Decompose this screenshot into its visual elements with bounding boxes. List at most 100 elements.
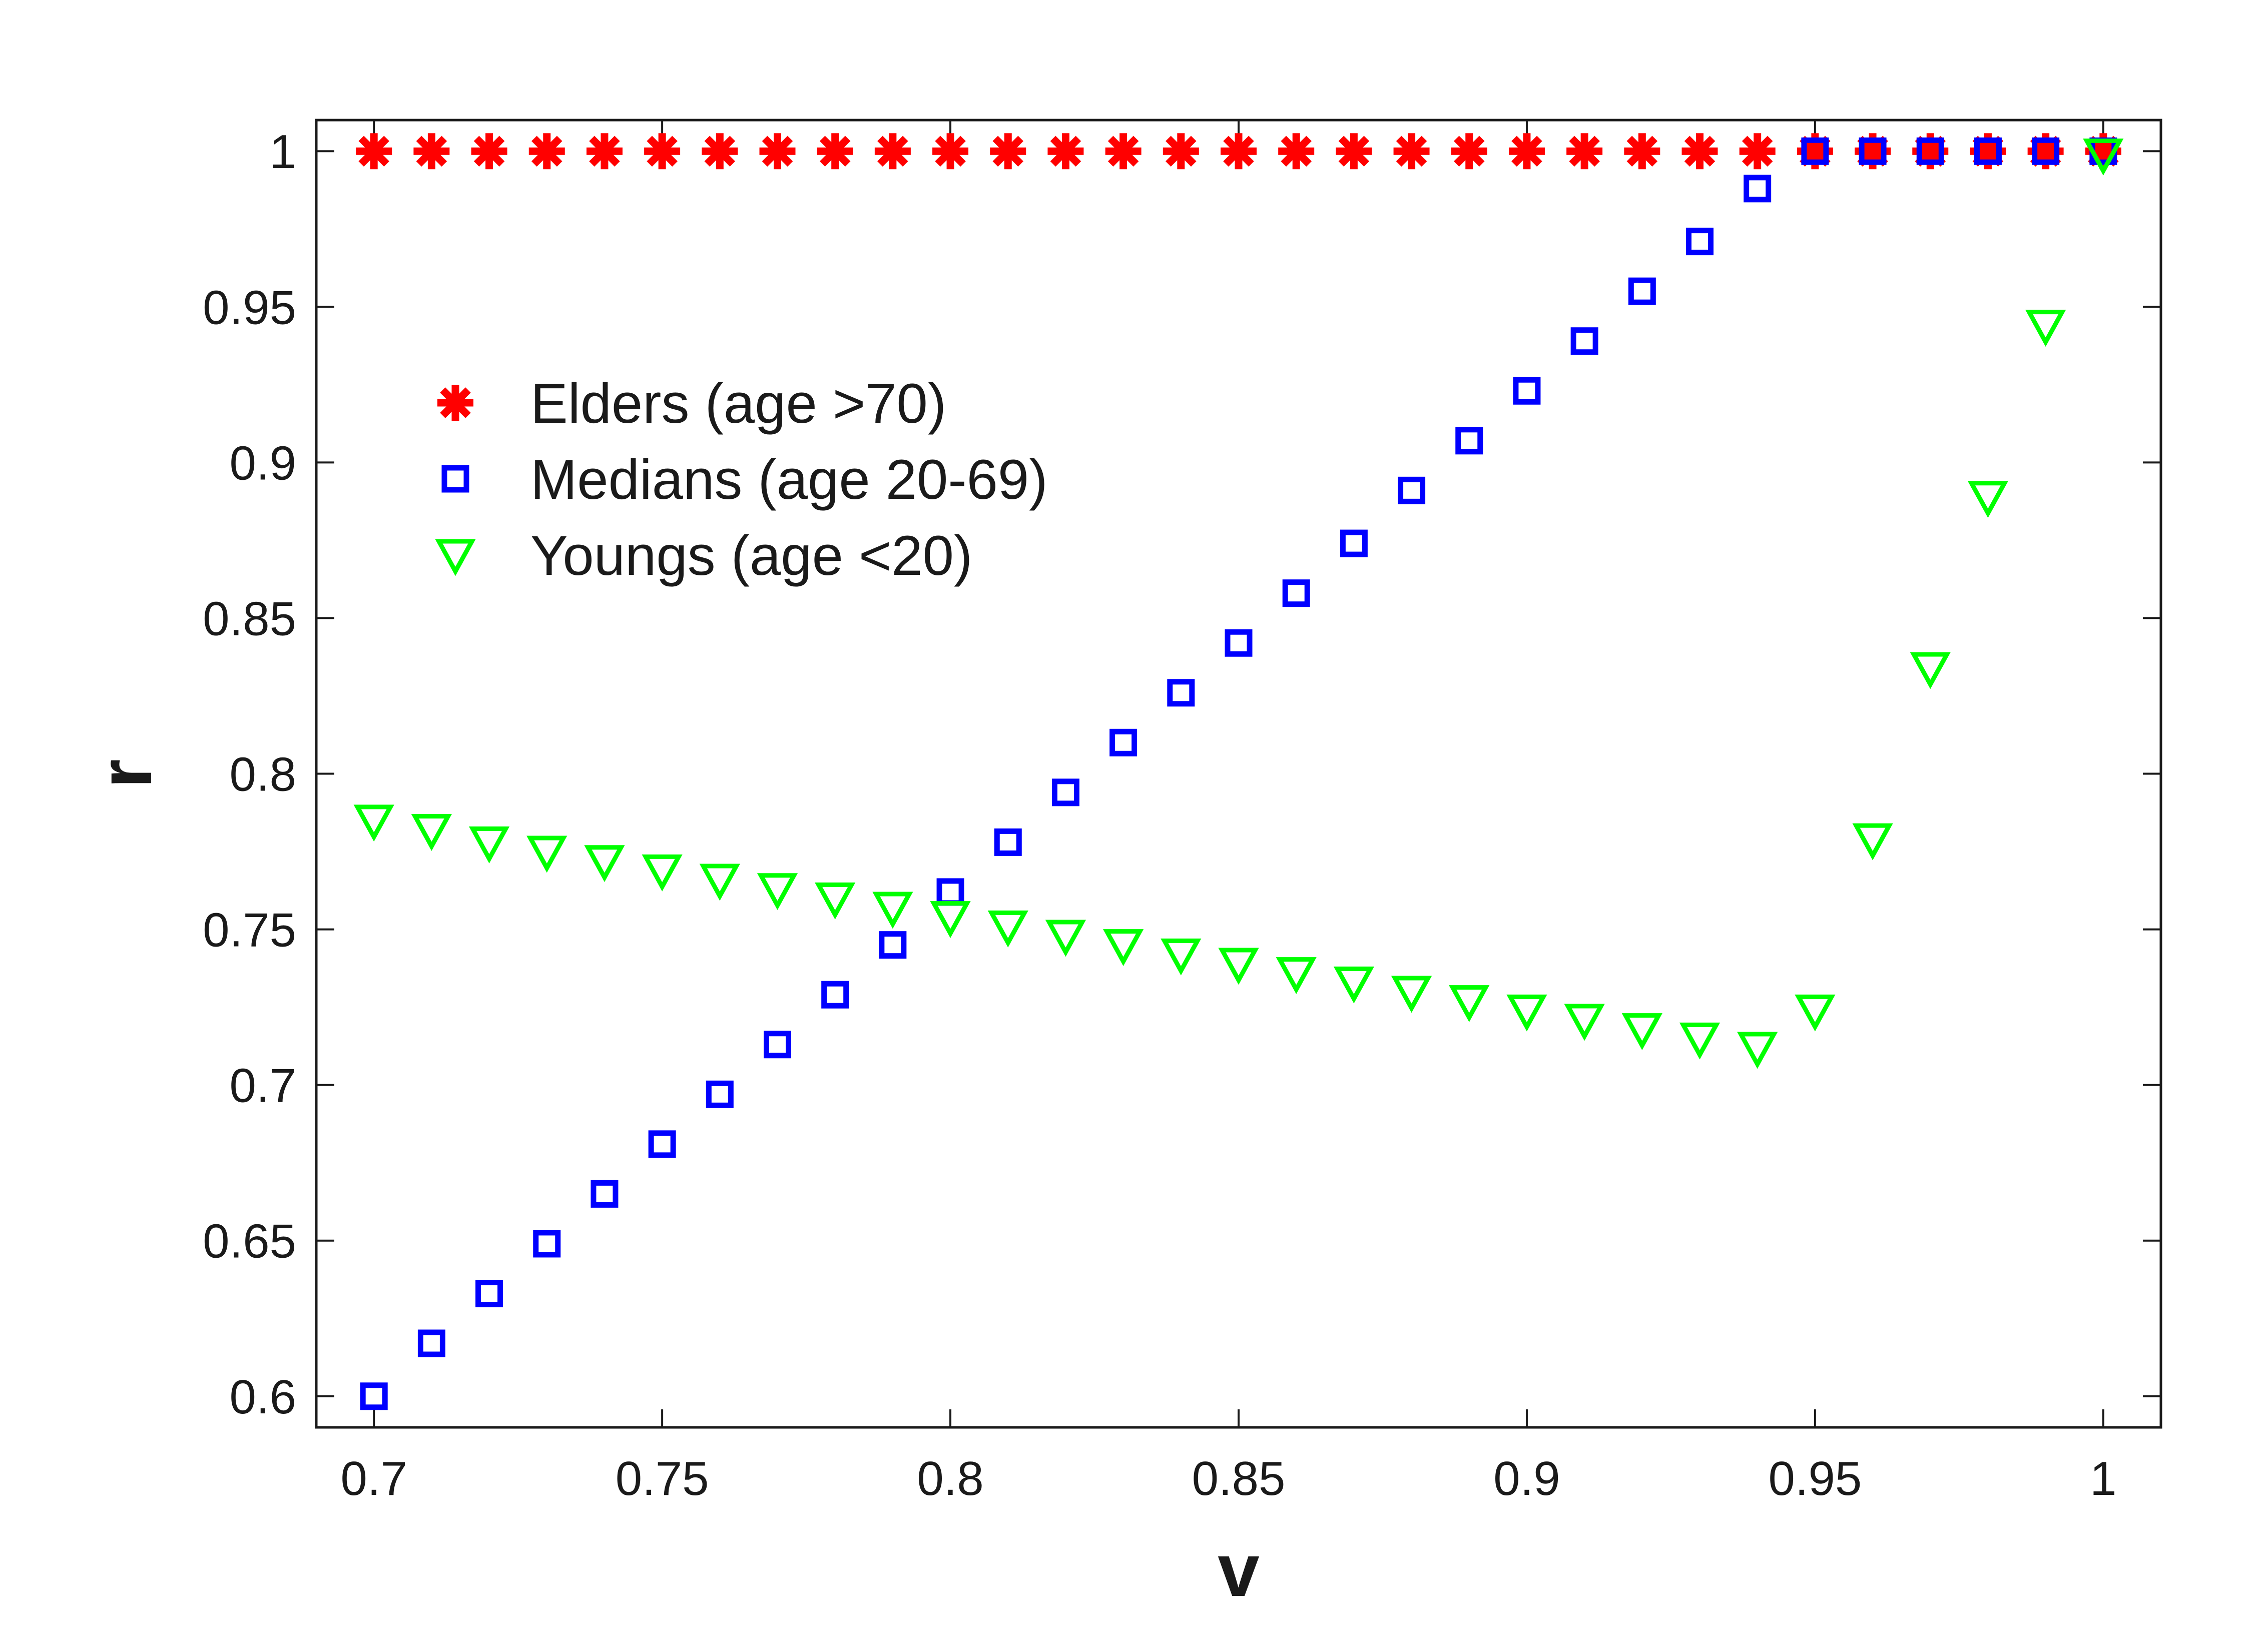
x-tick-label: 0.8	[917, 1452, 983, 1505]
triangle-down-point	[526, 836, 568, 873]
legend-item: Medians (age 20-69)	[441, 448, 1047, 511]
triangle-down-point	[1449, 985, 1490, 1023]
triangle-down-point	[468, 826, 510, 864]
square-point	[1628, 277, 1656, 305]
y-tick-label: 1	[270, 125, 296, 179]
triangle-down-point	[2025, 310, 2066, 347]
triangle-down-point	[1161, 938, 1202, 976]
legend-item: Youngs (age <20)	[435, 524, 972, 587]
triangle-down-point	[699, 864, 740, 901]
y-tick-label: 0.7	[230, 1059, 296, 1113]
legend-label: Youngs (age <20)	[530, 524, 972, 587]
plot-frame	[315, 119, 2162, 1429]
triangle-down-point	[1910, 652, 1951, 689]
asterisk-point	[1624, 133, 1660, 170]
triangle-down-point	[757, 873, 798, 911]
asterisk-point	[932, 133, 969, 170]
square-point	[764, 1031, 791, 1059]
asterisk-point	[413, 133, 450, 170]
y-tick-label: 0.85	[203, 592, 296, 645]
x-tick-label: 0.75	[616, 1452, 709, 1505]
square-point	[821, 981, 849, 1009]
y-tick-label: 0.9	[230, 436, 296, 490]
square-point	[936, 878, 964, 906]
x-axis-title: v	[1218, 1528, 1259, 1612]
square-point	[1916, 137, 1944, 165]
axis-ticks: 0.7 0.75 0.8 0.85 0.9 0.95 1 0.6 0.65 0.7 0.75 0.8 0…	[203, 120, 2161, 1505]
square-point	[533, 1230, 561, 1258]
square-point	[1686, 228, 1714, 256]
asterisk-point	[817, 133, 853, 170]
triangle-down-point	[1276, 957, 1317, 995]
series-triangle-down	[353, 138, 2124, 1069]
asterisk-point	[471, 133, 507, 170]
asterisk-point	[702, 133, 738, 170]
y-tick-label: 0.65	[203, 1215, 296, 1268]
asterisk-point	[586, 133, 623, 170]
legend-item: Elders (age >70)	[437, 372, 946, 435]
triangle-down-point	[987, 910, 1028, 948]
asterisk-point	[1451, 133, 1487, 170]
square-point	[1051, 778, 1079, 806]
square-point	[1398, 476, 1426, 504]
triangle-down-point	[1506, 994, 1547, 1032]
y-axis-title: r	[83, 759, 167, 788]
asterisk-point	[1566, 133, 1603, 170]
square-point	[1282, 579, 1310, 607]
square-point	[417, 1329, 445, 1357]
triangle-down-point	[815, 882, 856, 920]
triangle-down-point	[411, 813, 452, 851]
triangle-down-point	[2083, 138, 2124, 176]
y-tick-label: 0.8	[230, 748, 296, 801]
triangle-down-point	[353, 804, 394, 842]
y-tick-label: 0.75	[203, 904, 296, 957]
legend-label: Elders (age >70)	[530, 372, 946, 435]
square-point	[1570, 327, 1598, 355]
asterisk-point	[356, 133, 392, 170]
asterisk-point	[1163, 133, 1199, 170]
asterisk-point	[874, 133, 911, 170]
square-point	[591, 1180, 619, 1208]
square-point	[1225, 629, 1253, 657]
triangle-down-point	[1103, 929, 1144, 967]
triangle-down-point	[1852, 823, 1893, 861]
y-tick-label: 0.95	[203, 281, 296, 334]
x-tick-label: 1	[2090, 1452, 2116, 1505]
triangle-down-point	[930, 901, 971, 939]
square-point	[879, 931, 907, 959]
triangle-down-point	[1967, 481, 2009, 518]
square-point	[648, 1130, 676, 1158]
x-tick-label: 0.7	[340, 1452, 407, 1505]
triangle-down-point	[1795, 994, 1836, 1032]
triangle-down-point	[1679, 1022, 1721, 1060]
series-square	[360, 137, 2117, 1410]
asterisk-point	[1508, 133, 1545, 170]
triangle-down-point	[642, 854, 683, 892]
legend: Elders (age >70) Medians (age 20-69) Young…	[435, 372, 1047, 587]
square-point	[1513, 377, 1541, 405]
square-point	[360, 1382, 388, 1410]
square-point	[475, 1279, 503, 1307]
square-point	[1167, 679, 1195, 707]
square-point	[1974, 137, 2002, 165]
asterisk-point	[528, 133, 565, 170]
asterisk-point	[1393, 133, 1430, 170]
square-point	[1340, 529, 1368, 557]
triangle-down-point	[1737, 1032, 1778, 1069]
series-asterisk	[356, 133, 2121, 170]
square-point	[1801, 137, 1829, 165]
square-point	[1859, 137, 1887, 165]
triangle-down-point	[1564, 1004, 1605, 1041]
square-point	[1109, 728, 1138, 756]
square-point	[706, 1080, 734, 1108]
triangle-down-point	[872, 892, 913, 929]
x-tick-label: 0.9	[1493, 1452, 1560, 1505]
asterisk-point	[644, 133, 681, 170]
square-point	[1455, 427, 1483, 455]
asterisk-point	[990, 133, 1026, 170]
asterisk-point	[1681, 133, 1718, 170]
square-point	[1744, 175, 1772, 203]
asterisk-point	[1336, 133, 1372, 170]
asterisk-point	[759, 133, 796, 170]
